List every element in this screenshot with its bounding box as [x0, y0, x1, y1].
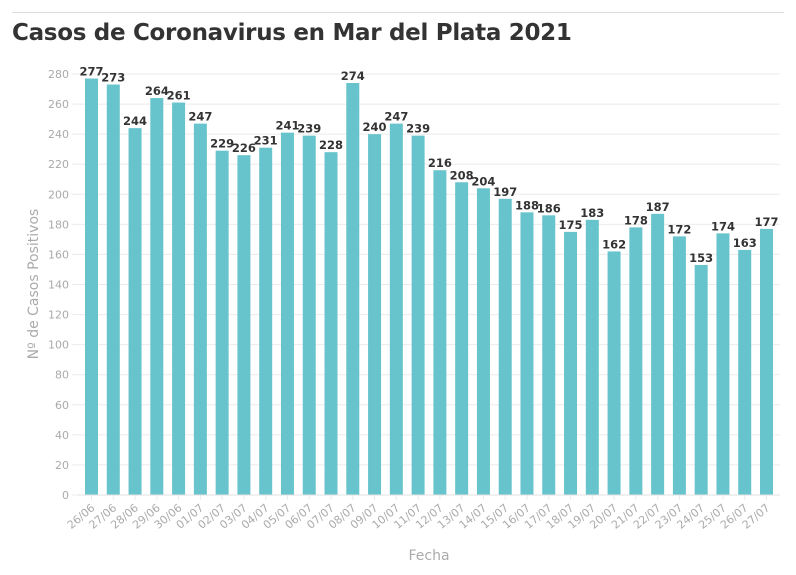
bar[interactable] — [193, 123, 207, 495]
y-tick-label: 0 — [62, 489, 69, 502]
bar[interactable] — [85, 78, 98, 495]
value-label: 187 — [646, 200, 670, 214]
x-axis-ticks: 26/0627/0628/0629/0630/0601/0702/0703/07… — [65, 494, 780, 532]
bar[interactable] — [651, 213, 665, 495]
bar[interactable] — [694, 264, 708, 495]
bar[interactable] — [368, 134, 382, 495]
bar[interactable] — [259, 147, 273, 496]
value-label: 175 — [559, 218, 583, 232]
value-label: 247 — [384, 110, 408, 124]
value-label: 172 — [667, 222, 691, 236]
y-tick-label: 100 — [48, 339, 69, 352]
y-tick-label: 120 — [48, 309, 69, 322]
value-label: 261 — [167, 89, 191, 103]
y-tick-label: 180 — [48, 218, 69, 231]
bar[interactable] — [476, 188, 490, 495]
bar[interactable] — [346, 83, 360, 496]
bar[interactable] — [498, 198, 512, 495]
bar[interactable] — [564, 231, 578, 495]
y-tick-label: 60 — [55, 399, 69, 412]
value-label: 177 — [754, 215, 778, 229]
top-divider — [12, 12, 784, 13]
value-label: 231 — [254, 134, 278, 148]
bar[interactable] — [172, 102, 186, 495]
bar[interactable] — [738, 249, 752, 495]
value-label: 247 — [188, 110, 212, 124]
y-tick-label: 140 — [48, 279, 69, 292]
value-label: 241 — [275, 119, 299, 133]
bar[interactable] — [237, 155, 251, 495]
value-label: 239 — [406, 122, 430, 136]
value-label: 264 — [145, 84, 169, 98]
bar[interactable] — [150, 98, 164, 496]
bar[interactable] — [433, 170, 447, 495]
value-label: 178 — [624, 213, 648, 227]
bar[interactable] — [629, 227, 643, 495]
bar[interactable] — [607, 251, 621, 495]
y-tick-label: 240 — [48, 128, 69, 141]
bar[interactable] — [542, 215, 556, 496]
bar[interactable] — [672, 236, 686, 495]
value-label: 197 — [493, 185, 517, 199]
bar[interactable] — [106, 84, 120, 496]
y-tick-label: 220 — [48, 158, 69, 171]
value-label: 188 — [515, 198, 539, 212]
bar[interactable] — [760, 228, 773, 495]
y-tick-label: 280 — [48, 68, 69, 81]
chart-title: Casos de Coronavirus en Mar del Plata 20… — [12, 20, 572, 46]
value-label: 163 — [733, 236, 757, 250]
y-tick-label: 80 — [55, 369, 69, 382]
y-axis-label: Nº de Casos Positivos — [26, 209, 42, 360]
bar[interactable] — [411, 135, 425, 495]
bar[interactable] — [585, 219, 599, 495]
value-label: 153 — [689, 251, 713, 265]
x-axis-label: Fecha — [408, 548, 449, 564]
value-label: 174 — [711, 219, 735, 233]
value-label: 183 — [580, 206, 604, 220]
value-label: 186 — [537, 201, 561, 215]
y-tick-label: 20 — [55, 459, 69, 472]
value-labels: 2772732442642612472292262312412392282742… — [79, 65, 778, 265]
value-label: 244 — [123, 114, 147, 128]
value-label: 240 — [363, 120, 387, 134]
bar[interactable] — [215, 150, 229, 496]
value-label: 216 — [428, 156, 452, 170]
bar[interactable] — [455, 182, 469, 495]
bars — [85, 78, 773, 496]
y-tick-label: 40 — [55, 429, 69, 442]
value-label: 228 — [319, 138, 343, 152]
y-tick-label: 260 — [48, 98, 69, 111]
y-tick-label: 160 — [48, 248, 69, 261]
value-label: 273 — [101, 71, 125, 85]
value-label: 208 — [450, 168, 474, 182]
bar[interactable] — [389, 123, 403, 495]
bar[interactable] — [716, 233, 730, 495]
bar[interactable] — [128, 128, 142, 495]
bar[interactable] — [324, 152, 338, 495]
bar[interactable] — [302, 135, 316, 495]
value-label: 162 — [602, 237, 626, 251]
value-label: 226 — [232, 141, 256, 155]
bar[interactable] — [520, 212, 534, 496]
value-label: 229 — [210, 137, 234, 151]
value-label: 239 — [297, 122, 321, 136]
y-tick-label: 200 — [48, 188, 69, 201]
value-label: 274 — [341, 69, 365, 83]
value-label: 204 — [471, 174, 495, 188]
bar[interactable] — [280, 132, 294, 495]
y-axis-ticks: 0 20 40 60 80 100 120 140 160 180 200 220 240 260 280 — [48, 68, 69, 502]
value-label: 277 — [79, 65, 103, 79]
